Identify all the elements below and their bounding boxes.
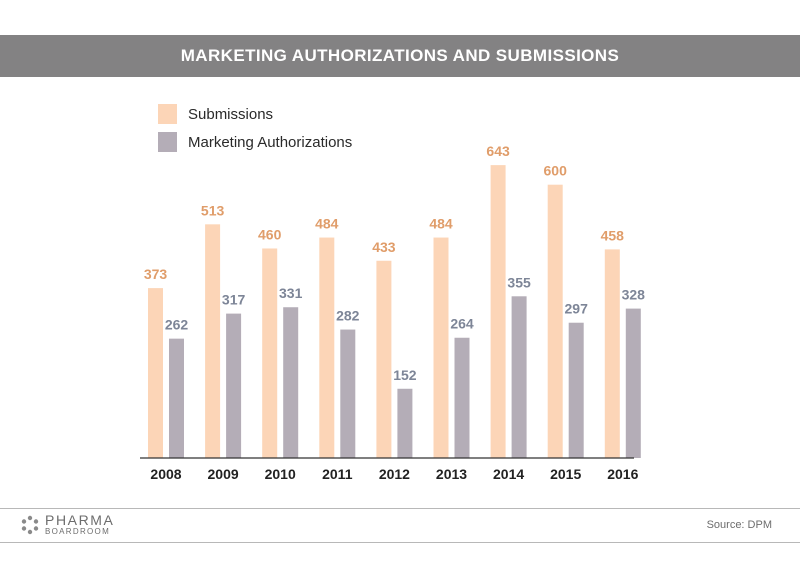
data-label-authorizations-2010: 331 (279, 285, 303, 301)
data-label-submissions-2015: 600 (544, 163, 568, 179)
x-tick-label-2013: 2013 (436, 466, 467, 482)
chart-title-bar: MARKETING AUTHORIZATIONS AND SUBMISSIONS (0, 35, 800, 77)
data-label-authorizations-2016: 328 (622, 287, 646, 303)
bar-authorizations-2009 (226, 313, 242, 458)
data-label-authorizations-2008: 262 (165, 317, 189, 333)
legend-label-submissions: Submissions (188, 105, 274, 123)
x-tick-label-2014: 2014 (493, 466, 524, 482)
legend-item-authorizations: Marketing Authorizations (158, 128, 352, 156)
bar-submissions-2010 (262, 248, 278, 458)
data-label-submissions-2011: 484 (315, 216, 339, 232)
bar-submissions-2009 (205, 224, 221, 458)
bar-chart: 373 262 2008 513 317 2009 460 331 2010 484 282 2011… (140, 143, 646, 482)
data-label-authorizations-2011: 282 (336, 308, 360, 324)
data-label-authorizations-2014: 355 (507, 274, 531, 290)
x-tick-label-2016: 2016 (607, 466, 638, 482)
data-label-authorizations-2009: 317 (222, 292, 246, 308)
x-tick-label-2011: 2011 (322, 466, 353, 482)
data-label-authorizations-2015: 297 (565, 301, 589, 317)
bar-authorizations-2014 (511, 296, 527, 458)
x-tick-label-2009: 2009 (208, 466, 239, 482)
bar-submissions-2011 (319, 237, 335, 458)
bar-authorizations-2015 (568, 322, 584, 458)
x-tick-label-2010: 2010 (265, 466, 296, 482)
chart-title: MARKETING AUTHORIZATIONS AND SUBMISSIONS (180, 46, 620, 65)
data-label-submissions-2010: 460 (258, 226, 282, 242)
bar-authorizations-2016 (625, 308, 641, 458)
pharma-boardroom-logo: PHARMA BOARDROOM (20, 513, 115, 536)
footer-divider-bottom (0, 542, 800, 543)
bar-submissions-2014 (490, 165, 506, 458)
bar-submissions-2008 (148, 288, 163, 458)
data-label-authorizations-2013: 264 (450, 316, 474, 332)
legend: Submissions Marketing Authorizations (158, 100, 352, 156)
bar-authorizations-2010 (283, 307, 299, 458)
data-label-submissions-2013: 484 (429, 216, 453, 232)
legend-swatch-authorizations (158, 132, 177, 152)
bar-submissions-2013 (433, 237, 449, 458)
data-label-submissions-2009: 513 (201, 202, 225, 218)
legend-label-authorizations: Marketing Authorizations (188, 133, 353, 151)
x-tick-label-2012: 2012 (379, 466, 410, 482)
bar-authorizations-2013 (454, 337, 470, 458)
data-label-submissions-2008: 373 (144, 266, 168, 282)
bar-authorizations-2011 (340, 329, 356, 458)
data-label-submissions-2016: 458 (601, 227, 625, 243)
data-label-submissions-2014: 643 (486, 143, 510, 159)
bar-submissions-2015 (547, 184, 563, 458)
x-tick-label-2008: 2008 (150, 466, 181, 482)
data-label-authorizations-2012: 152 (393, 367, 417, 383)
legend-item-submissions: Submissions (158, 100, 352, 128)
logo-text-main: PHARMA (45, 512, 115, 528)
bar-submissions-2016 (604, 249, 620, 458)
x-tick-label-2015: 2015 (550, 466, 581, 482)
logo-text-sub: BOARDROOM (45, 527, 111, 536)
logo-dots-icon (21, 515, 39, 534)
data-label-submissions-2012: 433 (372, 239, 396, 255)
legend-swatch-submissions (158, 104, 177, 124)
bar-authorizations-2008 (169, 338, 184, 458)
footer-divider-top (0, 508, 800, 509)
bar-authorizations-2012 (397, 388, 413, 458)
source-note: Source: DPM (706, 519, 772, 531)
bar-submissions-2012 (376, 260, 392, 458)
